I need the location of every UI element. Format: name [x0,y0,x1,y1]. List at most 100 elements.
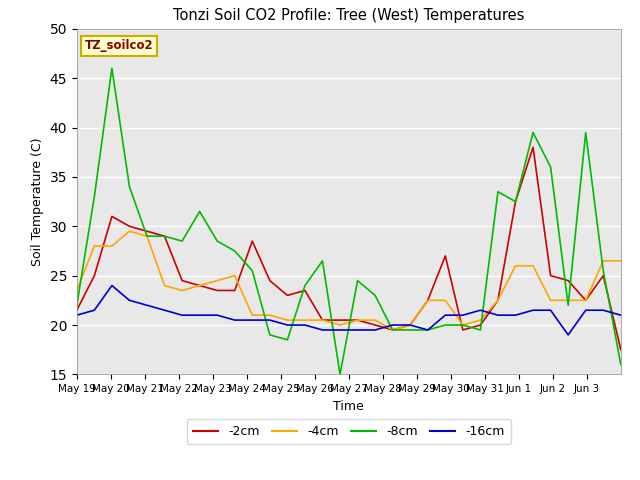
-8cm [248,268,256,274]
-4cm [125,228,133,234]
-2cm [73,307,81,313]
Legend: -2cm, -4cm, -8cm, -16cm: -2cm, -4cm, -8cm, -16cm [187,419,511,444]
-4cm [161,283,168,288]
-4cm [389,327,397,333]
-8cm [196,209,204,215]
Y-axis label: Soil Temperature (C): Soil Temperature (C) [31,137,44,266]
-8cm [617,361,625,367]
-16cm [319,327,326,333]
-16cm [442,312,449,318]
-16cm [582,307,589,313]
-4cm [266,312,274,318]
-8cm [459,322,467,328]
-4cm [371,317,379,323]
-8cm [179,238,186,244]
-8cm [73,302,81,308]
-16cm [617,312,625,318]
-2cm [319,317,326,323]
-16cm [161,307,168,313]
-8cm [231,248,239,254]
-8cm [477,327,484,333]
-16cm [301,322,308,328]
-16cm [143,302,151,308]
-2cm [231,288,239,293]
-4cm [529,263,537,269]
-16cm [90,307,98,313]
-4cm [511,263,519,269]
-2cm [459,327,467,333]
-2cm [90,273,98,278]
-2cm [529,144,537,150]
-4cm [196,283,204,288]
-16cm [511,312,519,318]
-2cm [442,253,449,259]
-2cm [266,278,274,284]
-2cm [213,288,221,293]
-4cm [617,258,625,264]
-2cm [179,278,186,284]
-16cm [600,307,607,313]
-16cm [547,307,554,313]
-8cm [564,302,572,308]
-4cm [600,258,607,264]
-2cm [582,298,589,303]
-16cm [125,298,133,303]
-2cm [547,273,554,278]
-2cm [371,322,379,328]
-2cm [336,317,344,323]
-8cm [213,238,221,244]
-2cm [477,322,484,328]
-4cm [459,322,467,328]
-4cm [301,317,308,323]
-8cm [143,233,151,239]
-8cm [319,258,326,264]
-4cm [354,317,362,323]
-8cm [406,327,414,333]
-4cm [231,273,239,278]
Line: -16cm: -16cm [77,286,621,335]
-4cm [424,298,431,303]
-8cm [442,322,449,328]
-4cm [477,317,484,323]
Text: TZ_soilco2: TZ_soilco2 [85,39,154,52]
-2cm [108,214,116,219]
-8cm [494,189,502,194]
-16cm [336,327,344,333]
-8cm [529,130,537,135]
-4cm [108,243,116,249]
-8cm [582,130,589,135]
-8cm [284,337,291,343]
-2cm [424,298,431,303]
-2cm [389,327,397,333]
-4cm [143,233,151,239]
-16cm [459,312,467,318]
-8cm [371,292,379,298]
-4cm [582,298,589,303]
-16cm [564,332,572,338]
-16cm [231,317,239,323]
-4cm [179,288,186,293]
-2cm [617,347,625,353]
-16cm [73,312,81,318]
-8cm [389,327,397,333]
-8cm [301,283,308,288]
-8cm [424,327,431,333]
-2cm [511,199,519,204]
-16cm [266,317,274,323]
-2cm [301,288,308,293]
Line: -8cm: -8cm [77,68,621,374]
-2cm [564,278,572,284]
Line: -2cm: -2cm [77,147,621,350]
-8cm [511,199,519,204]
-2cm [406,322,414,328]
-16cm [284,322,291,328]
-16cm [196,312,204,318]
-16cm [389,322,397,328]
-8cm [90,194,98,200]
-2cm [161,233,168,239]
-4cm [442,298,449,303]
-4cm [248,312,256,318]
-2cm [284,292,291,298]
-2cm [125,223,133,229]
-16cm [248,317,256,323]
